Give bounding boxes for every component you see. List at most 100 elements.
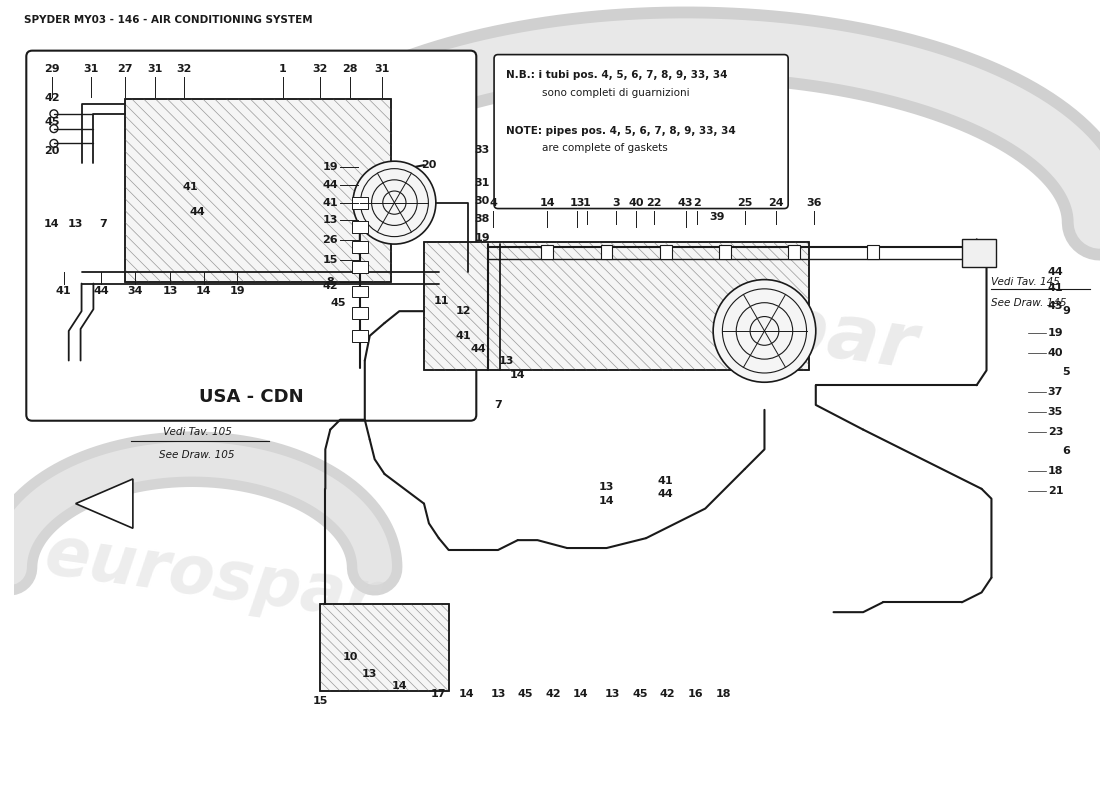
Text: SPYDER MY03 - 146 - AIR CONDITIONING SYSTEM: SPYDER MY03 - 146 - AIR CONDITIONING SYS… [24,15,312,25]
Text: 4: 4 [490,198,497,208]
Text: 9: 9 [1063,306,1070,316]
Text: are complete of gaskets: are complete of gaskets [542,143,668,154]
Text: See Draw. 105: See Draw. 105 [160,450,234,460]
Text: 24: 24 [769,198,784,208]
Text: 2: 2 [693,198,701,208]
Text: 32: 32 [176,65,191,74]
Text: 13: 13 [570,198,585,208]
Text: 43: 43 [1047,302,1064,311]
Bar [125,99,392,282]
Text: 42: 42 [546,689,561,699]
Bar [352,261,367,273]
Text: 3: 3 [613,198,620,208]
Text: 44: 44 [94,286,109,297]
Text: 31: 31 [147,65,163,74]
Text: 26: 26 [322,235,338,245]
Text: 22: 22 [646,198,662,208]
Circle shape [383,191,406,214]
Text: 5: 5 [1063,367,1070,378]
Circle shape [353,161,436,244]
Circle shape [750,317,779,346]
Text: See Draw. 145: See Draw. 145 [991,298,1067,308]
Text: 41: 41 [658,476,673,486]
Text: 31: 31 [374,65,389,74]
Bar [789,245,800,259]
Text: 20: 20 [44,146,59,156]
Bar [320,604,449,691]
Text: Vedi Tav. 105: Vedi Tav. 105 [163,426,231,437]
Text: 41: 41 [455,331,471,341]
Circle shape [723,289,806,373]
Text: 41: 41 [56,286,72,297]
Text: 6: 6 [1063,446,1070,456]
Text: 39: 39 [710,213,725,222]
Text: 15: 15 [312,696,328,706]
Bar [352,197,367,209]
Text: 30: 30 [474,196,490,206]
Text: 27: 27 [118,65,133,74]
Text: 13: 13 [163,286,178,297]
Bar [601,245,613,259]
Text: 13: 13 [498,355,514,366]
Bar [867,245,879,259]
Text: Vedi Tav. 145: Vedi Tav. 145 [991,277,1060,286]
Text: 13: 13 [362,670,377,679]
Text: 14: 14 [510,370,526,380]
Text: USA - CDN: USA - CDN [199,388,304,406]
Text: 31: 31 [474,178,490,188]
Text: 36: 36 [806,198,822,208]
Bar [660,245,672,259]
Text: 14: 14 [392,681,407,691]
Text: 1: 1 [279,65,287,74]
Text: 28: 28 [342,65,358,74]
Text: 40: 40 [628,198,643,208]
Bar [352,330,367,342]
Text: 19: 19 [474,233,490,243]
Text: 16: 16 [688,689,703,699]
Text: 14: 14 [539,198,556,208]
Text: 8: 8 [327,277,334,286]
Bar [961,239,997,266]
Text: 33: 33 [474,146,490,155]
Text: 20: 20 [421,160,437,170]
Text: 13: 13 [322,215,338,226]
Bar [125,99,392,282]
Text: 25: 25 [737,198,752,208]
Text: 44: 44 [471,344,486,354]
Text: 19: 19 [322,162,338,172]
FancyBboxPatch shape [26,50,476,421]
Text: 43: 43 [678,198,693,208]
Text: 35: 35 [1047,407,1063,417]
Text: 15: 15 [322,255,338,265]
Text: 23: 23 [1047,426,1063,437]
Circle shape [361,169,428,237]
Bar [320,604,449,691]
Text: 45: 45 [330,298,345,308]
Text: 10: 10 [342,651,358,662]
Text: eurospar: eurospar [41,522,383,634]
Text: 42: 42 [322,281,338,290]
Text: sono completi di guarnizioni: sono completi di guarnizioni [542,88,690,98]
Text: 45: 45 [44,117,59,126]
Text: 40: 40 [1047,348,1064,358]
Text: 12: 12 [455,306,471,316]
Bar [352,286,367,298]
Text: 42: 42 [44,93,59,103]
Text: 1: 1 [583,198,591,208]
Text: 18: 18 [1047,466,1064,476]
Text: 21: 21 [1047,486,1064,496]
Text: 44: 44 [322,180,338,190]
Bar [352,241,367,253]
Text: 14: 14 [44,219,59,230]
Bar [719,245,730,259]
Text: 11: 11 [434,296,450,306]
Text: 14: 14 [459,689,474,699]
Text: eurospar: eurospar [529,258,921,385]
Text: 41: 41 [183,182,198,192]
Bar [424,242,808,370]
Text: 13: 13 [605,689,620,699]
Circle shape [713,280,816,382]
Text: 32: 32 [312,65,328,74]
Text: 17: 17 [431,689,447,699]
Text: 14: 14 [196,286,211,297]
